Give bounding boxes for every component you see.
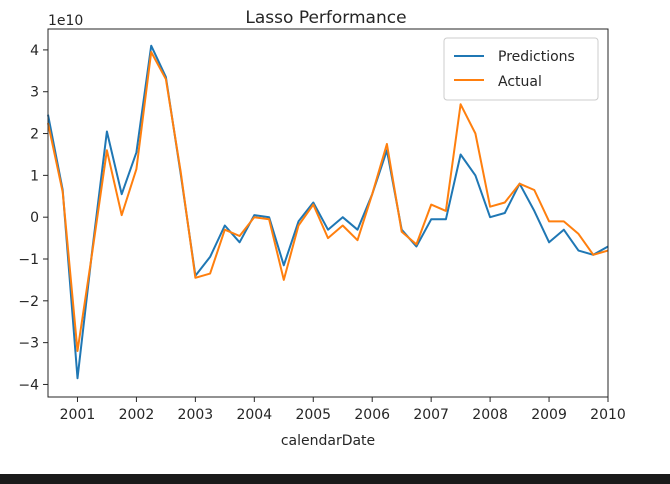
bottom-bar	[0, 474, 670, 484]
legend-label-actual: Actual	[498, 74, 542, 90]
x-axis-label: calendarDate	[281, 433, 375, 449]
x-tick-label: 2007	[413, 407, 449, 423]
x-tick-label: 2006	[354, 407, 390, 423]
x-tick-label: 2010	[590, 407, 626, 423]
y-tick-label: 4	[30, 43, 39, 59]
plot-frame	[47, 28, 609, 398]
x-tick-label: 2003	[178, 407, 214, 423]
x-tick-label: 2001	[60, 407, 96, 423]
y-tick-label: −3	[18, 336, 39, 352]
y-tick-label: 1	[30, 168, 39, 184]
series-layer	[47, 44, 609, 380]
x-axis: 2001 2002 2003 2004 2005 2006 2007 2008 2009 2010	[60, 397, 626, 423]
legend: Predictions Actual	[443, 37, 599, 101]
x-tick-label: 2009	[531, 407, 567, 423]
y-offset-label: 1e10	[48, 13, 83, 29]
legend-box	[443, 37, 599, 101]
y-tick-label: 3	[30, 85, 39, 101]
x-tick-label: 2002	[119, 407, 155, 423]
y-axis: 4 3 2 1 0 −1 −2 −3 −4	[18, 43, 48, 393]
y-tick-label: −2	[18, 294, 39, 310]
y-tick-label: 0	[30, 210, 39, 226]
legend-label-predictions: Predictions	[498, 49, 575, 65]
series-line-predictions	[47, 44, 609, 380]
y-tick-label: −1	[18, 252, 39, 268]
chart-title: Lasso Performance	[245, 8, 406, 28]
x-tick-label: 2005	[295, 407, 331, 423]
x-tick-label: 2004	[236, 407, 272, 423]
y-tick-label: 2	[30, 127, 39, 143]
y-tick-label: −4	[18, 377, 39, 393]
series-line-actual	[47, 51, 609, 352]
x-tick-label: 2008	[472, 407, 508, 423]
